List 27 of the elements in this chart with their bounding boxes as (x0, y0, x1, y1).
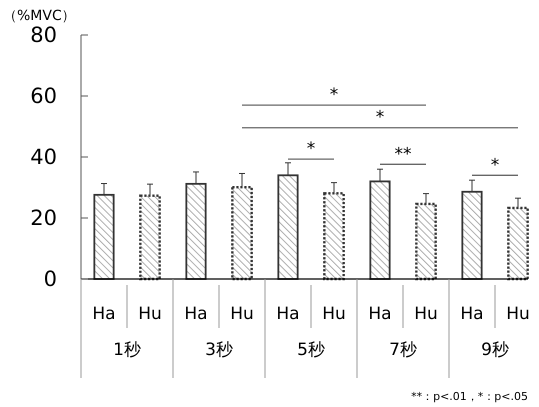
text: Hu (138, 304, 162, 324)
y-axis-title: （%MVC） (3, 8, 76, 24)
text: Hu (230, 304, 254, 324)
text: Ha (368, 304, 392, 324)
series-label: Hu (322, 304, 346, 324)
x-tick-label: 5秒 (297, 340, 325, 360)
text: Ha (460, 304, 484, 324)
annotation: * (490, 155, 500, 176)
annotation: ** (394, 144, 412, 164)
text: Hu (414, 304, 438, 324)
annotation: * (306, 139, 316, 160)
x-tick-label: 7秒 (389, 340, 417, 360)
text: **：p<.01，*：p<.05 (411, 390, 528, 403)
annotation: * (330, 85, 338, 106)
text: Ha (276, 304, 300, 324)
y-tick-label: 40 (30, 145, 57, 169)
y-tick-label: 60 (30, 84, 57, 108)
text: Ha (184, 304, 208, 324)
annotation: * (376, 108, 384, 128)
y-tick-label: 20 (30, 206, 57, 230)
x-tick-label: 3秒 (205, 340, 233, 360)
y-tick-label: 80 (30, 23, 57, 47)
series-label: Ha (92, 304, 116, 324)
y-tick-label: 0 (44, 267, 57, 291)
x-tick-label: 1秒 (113, 340, 141, 360)
x-tick-label: 9秒 (481, 340, 509, 360)
text: Hu (506, 304, 530, 324)
